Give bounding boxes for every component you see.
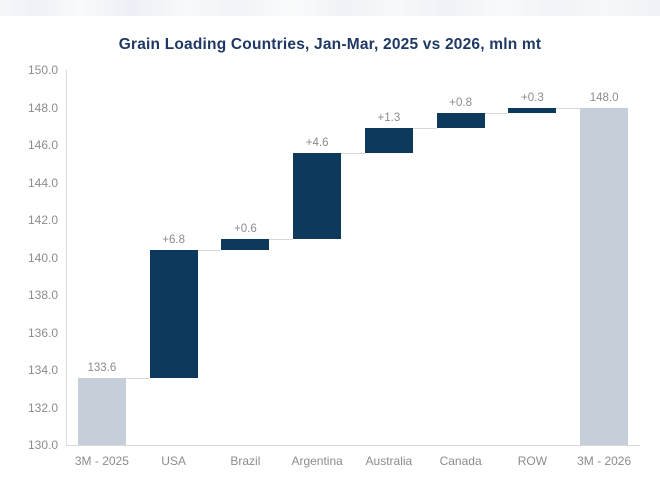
connector-line bbox=[269, 238, 294, 240]
increase-bar bbox=[149, 250, 198, 378]
total-bar bbox=[77, 377, 126, 445]
x-category-label: 3M - 2025 bbox=[74, 454, 129, 468]
bar-value-label: +6.8 bbox=[162, 234, 185, 246]
connector-line bbox=[197, 250, 222, 251]
x-category-label: 3M - 2026 bbox=[577, 454, 632, 468]
connector-line bbox=[125, 377, 150, 379]
background-texture bbox=[0, 0, 660, 16]
connector-line bbox=[412, 128, 437, 130]
y-tick-label: 132.0 bbox=[27, 400, 58, 415]
x-category-label: Brazil bbox=[230, 454, 261, 468]
x-category-label: ROW bbox=[517, 454, 548, 468]
total-bar bbox=[580, 107, 629, 445]
y-tick-label: 148.0 bbox=[27, 100, 58, 115]
bar-value-label: 133.6 bbox=[87, 361, 117, 374]
y-tick-label: 142.0 bbox=[27, 213, 58, 227]
x-category-label: Canada bbox=[439, 454, 482, 468]
y-tick-label: 134.0 bbox=[27, 363, 58, 377]
increase-bar bbox=[508, 107, 557, 114]
y-tick-label: 140.0 bbox=[27, 250, 58, 265]
y-tick-label: 130.0 bbox=[27, 438, 58, 452]
connector-line bbox=[341, 152, 365, 154]
y-tick-label: 138.0 bbox=[27, 288, 58, 302]
bar-value-label: +0.6 bbox=[234, 222, 257, 235]
bar-value-label: +4.6 bbox=[305, 136, 329, 149]
increase-bar bbox=[221, 238, 270, 250]
bar-value-label: +0.8 bbox=[449, 97, 472, 110]
increase-bar bbox=[364, 128, 413, 153]
x-category-label: Australia bbox=[365, 454, 413, 468]
increase-bar bbox=[436, 113, 485, 129]
chart-title: Grain Loading Countries, Jan-Mar, 2025 v… bbox=[118, 36, 542, 53]
increase-bar bbox=[293, 152, 342, 239]
y-tick-label: 150.0 bbox=[27, 63, 58, 77]
connector-line bbox=[484, 113, 509, 115]
x-category-label: Argentina bbox=[291, 454, 343, 468]
bar-value-label: +0.3 bbox=[521, 91, 544, 104]
bar-value-label: +1.3 bbox=[377, 112, 401, 125]
x-category-label: USA bbox=[161, 454, 186, 468]
y-tick-label: 146.0 bbox=[27, 138, 58, 152]
y-axis-line bbox=[66, 70, 67, 445]
x-axis-line bbox=[66, 445, 640, 446]
connector-line bbox=[556, 107, 581, 109]
bar-value-label: 148.0 bbox=[589, 91, 619, 104]
y-tick-label: 144.0 bbox=[27, 175, 58, 190]
y-tick-label: 136.0 bbox=[27, 325, 58, 340]
